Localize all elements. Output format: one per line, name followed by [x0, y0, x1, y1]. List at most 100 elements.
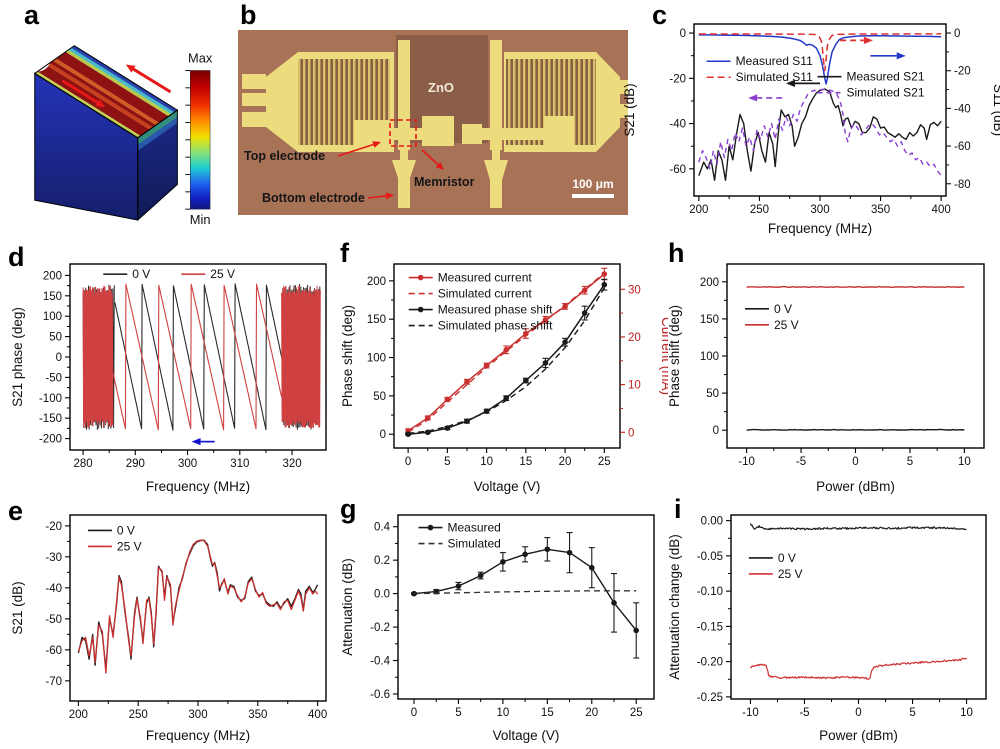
- svg-text:-40: -40: [669, 119, 686, 131]
- svg-text:15: 15: [541, 707, 554, 719]
- svg-text:-10: -10: [738, 456, 755, 468]
- svg-text:400: 400: [932, 204, 951, 216]
- left-memristor-electrodes: [354, 40, 454, 208]
- svg-text:Phase shift (deg): Phase shift (deg): [340, 305, 355, 407]
- svg-text:-20: -20: [669, 73, 686, 85]
- svg-text:-60: -60: [45, 645, 62, 657]
- svg-text:Measured current: Measured current: [438, 271, 533, 285]
- svg-text:Attenuation change (dB): Attenuation change (dB): [667, 534, 682, 680]
- svg-text:Simulated S21: Simulated S21: [846, 86, 924, 100]
- svg-text:25 V: 25 V: [210, 267, 235, 281]
- svg-text:5: 5: [455, 707, 461, 719]
- svg-text:50: 50: [49, 332, 62, 344]
- side-wave-strip: [137, 117, 178, 151]
- svg-text:0.0: 0.0: [374, 589, 390, 601]
- memristor-highlight-box: [389, 119, 417, 147]
- svg-text:250: 250: [750, 204, 769, 216]
- svg-text:S21 (dB): S21 (dB): [622, 83, 637, 136]
- svg-text:-200: -200: [39, 434, 62, 446]
- svg-text:Measured: Measured: [447, 521, 500, 535]
- memristor-label: Memristor: [414, 175, 475, 189]
- svg-text:0: 0: [852, 456, 858, 468]
- svg-text:Measured phase shift: Measured phase shift: [438, 303, 553, 317]
- svg-text:Phase shift (deg): Phase shift (deg): [667, 305, 682, 407]
- svg-text:20: 20: [585, 707, 598, 719]
- svg-text:25 V: 25 V: [778, 567, 803, 581]
- scale-bar: [572, 194, 614, 198]
- svg-text:-0.25: -0.25: [697, 692, 723, 704]
- panel-b-micrograph: ZnO Top electrode Memristor Bottom elect…: [238, 30, 628, 215]
- panel-label-h: h: [668, 238, 685, 268]
- svg-text:150: 150: [700, 314, 719, 326]
- arrowhead-icon: [385, 192, 394, 200]
- panel-label-e: e: [8, 496, 24, 526]
- svg-text:50: 50: [373, 391, 386, 403]
- svg-text:S21 phase (deg): S21 phase (deg): [10, 307, 25, 407]
- svg-text:0 V: 0 V: [774, 302, 792, 316]
- svg-text:-0.10: -0.10: [697, 586, 723, 598]
- svg-text:100: 100: [43, 311, 62, 323]
- svg-text:10: 10: [628, 380, 641, 392]
- arrowhead-icon: [125, 64, 136, 73]
- chart-phase-shift-vs-voltage: 0 5 10 15 20 25 0 50 100 150 200 0 10 20 30 Current (mA…: [340, 263, 668, 494]
- panel-label-i: i: [674, 494, 682, 524]
- colorbar-ticks: [185, 69, 191, 210]
- panel-a-simulation: Max Min: [33, 45, 213, 226]
- svg-text:310: 310: [230, 458, 249, 470]
- svg-text:200: 200: [43, 270, 62, 282]
- svg-text:S21 (dB): S21 (dB): [10, 581, 25, 634]
- svg-text:Simulated phase shift: Simulated phase shift: [438, 319, 553, 333]
- colorbar-min-label: Min: [190, 212, 211, 226]
- svg-text:400: 400: [308, 709, 327, 721]
- svg-text:Frequency (MHz): Frequency (MHz): [768, 221, 872, 236]
- panel-label-b: b: [240, 0, 257, 30]
- svg-text:0: 0: [411, 707, 417, 719]
- panel-label-d: d: [8, 242, 25, 272]
- svg-text:0 V: 0 V: [117, 523, 135, 537]
- annotation-arrow: [337, 143, 439, 199]
- colorbar: [190, 70, 211, 210]
- chart-s21-phase: 280 290 300 310 320 -200 -150 -100 -50 0 50 100 150 2…: [10, 263, 327, 494]
- right-memristor-electrodes: [462, 40, 574, 208]
- svg-text:10: 10: [958, 456, 971, 468]
- panel-label-a: a: [24, 0, 40, 30]
- svg-text:-20: -20: [45, 521, 62, 533]
- svg-text:-30: -30: [45, 552, 62, 564]
- svg-text:0.00: 0.00: [701, 516, 723, 528]
- svg-text:0: 0: [628, 427, 634, 439]
- svg-text:-0.05: -0.05: [697, 551, 723, 563]
- svg-text:300: 300: [810, 204, 829, 216]
- svg-text:0: 0: [405, 456, 411, 468]
- svg-text:0: 0: [380, 429, 386, 441]
- svg-text:Attenuation (dB): Attenuation (dB): [340, 558, 355, 656]
- panel-label-f: f: [340, 238, 349, 268]
- svg-text:-50: -50: [45, 372, 62, 384]
- svg-text:-0.6: -0.6: [370, 689, 390, 701]
- svg-text:25: 25: [630, 707, 643, 719]
- svg-text:-10: -10: [742, 707, 759, 719]
- top-face-wave-stripes: [34, 45, 178, 138]
- svg-text:-0.15: -0.15: [697, 621, 723, 633]
- svg-text:-50: -50: [45, 614, 62, 626]
- svg-text:Frequency (MHz): Frequency (MHz): [146, 479, 250, 494]
- svg-text:320: 320: [282, 458, 301, 470]
- svg-text:Simulated current: Simulated current: [438, 287, 533, 301]
- corner-notch: [35, 59, 50, 72]
- svg-text:Voltage (V): Voltage (V): [474, 479, 541, 494]
- svg-text:0.2: 0.2: [374, 555, 390, 567]
- chart-s21-magnitude: 200 250 300 350 400 -20 -30 -40 -50 -60 -70 Frequen…: [10, 514, 327, 743]
- arrowhead-icon: [435, 162, 444, 170]
- svg-text:-60: -60: [954, 141, 971, 153]
- top-electrode-label: Top electrode: [244, 149, 325, 163]
- panel-label-c: c: [652, 0, 668, 30]
- svg-text:30: 30: [628, 284, 641, 296]
- svg-text:200: 200: [689, 204, 708, 216]
- svg-text:100: 100: [700, 351, 719, 363]
- svg-text:300: 300: [188, 709, 207, 721]
- svg-text:-5: -5: [796, 456, 806, 468]
- svg-text:Measured S21: Measured S21: [846, 70, 924, 84]
- svg-text:-0.20: -0.20: [697, 657, 723, 669]
- chart-s-parameters: 200 250 300 350 400 0 -20 -40 -60 0 -20 -40 -60 -80 S1…: [622, 23, 1000, 236]
- chart-attenuation-vs-voltage: 0 5 10 15 20 25 0.4 0.2 0.0 -0.2 -0.4 -0.6 Voltage (…: [340, 514, 655, 743]
